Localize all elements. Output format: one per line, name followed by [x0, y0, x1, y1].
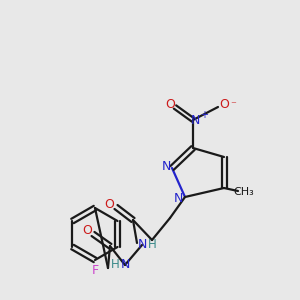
Text: O: O [82, 224, 92, 236]
Text: N: N [190, 113, 200, 127]
Text: F: F [92, 263, 99, 277]
Text: +: + [200, 110, 208, 120]
Text: O: O [219, 98, 229, 112]
Text: CH₃: CH₃ [234, 187, 254, 197]
Text: N: N [120, 259, 130, 272]
Text: O: O [104, 197, 114, 211]
Text: N: N [173, 191, 183, 205]
Text: O: O [165, 98, 175, 110]
Text: H: H [148, 238, 156, 251]
Text: ⁻: ⁻ [230, 100, 236, 110]
Text: N: N [137, 238, 147, 251]
Text: H: H [111, 259, 119, 272]
Text: N: N [161, 160, 171, 172]
